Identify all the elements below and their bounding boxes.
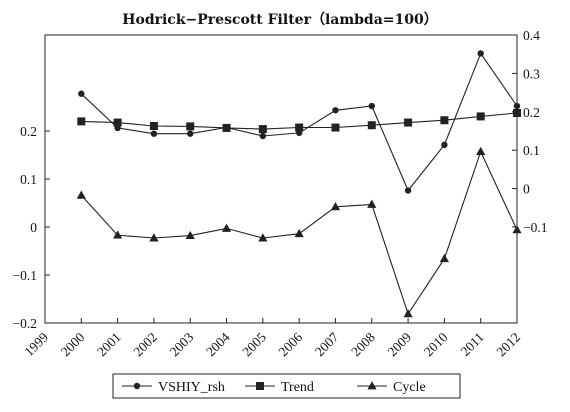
data-point-vshiy-rsh — [368, 102, 375, 110]
x-tick-label: 2008 — [348, 329, 378, 359]
left-tick-label: −0.1 — [13, 268, 38, 283]
legend-label-vshiy-rsh: VSHIY_rsh — [158, 380, 225, 395]
x-tick-label: 2000 — [58, 329, 88, 359]
data-point-trend — [113, 118, 122, 127]
x-tick-label: 2002 — [130, 330, 160, 360]
data-point-cycle — [113, 230, 123, 239]
right-tick-label: 0.4 — [523, 28, 540, 43]
data-point-trend — [222, 123, 231, 132]
left-axis: −0.2 −0.1 0 0.1 0.2 — [13, 124, 50, 331]
data-point-vshiy-rsh — [78, 90, 85, 97]
x-tick-label: 2005 — [239, 329, 269, 359]
x-tick-label: 2007 — [312, 329, 342, 359]
x-tick-label: 2011 — [457, 330, 486, 359]
data-point-trend — [404, 118, 413, 127]
x-tick-label: 1999 — [21, 329, 51, 359]
data-point-cycle — [221, 223, 232, 232]
x-tick-label: 2010 — [421, 329, 451, 359]
data-point-cycle — [512, 225, 522, 234]
legend-marker-vshiy-rsh — [133, 382, 141, 390]
data-point-vshiy-rsh — [513, 102, 521, 110]
data-point-vshiy-rsh — [477, 50, 484, 57]
legend-marker-cycle — [367, 381, 377, 390]
data-point-cycle — [403, 309, 413, 318]
right-tick-label: 0.1 — [523, 143, 540, 158]
data-point-vshiy-rsh — [150, 130, 158, 137]
data-point-trend — [440, 116, 449, 125]
data-point-trend — [367, 121, 376, 130]
data-point-cycle — [149, 233, 159, 242]
data-point-cycle — [367, 199, 377, 208]
x-axis: 1999 2000 2001 2002 2003 2004 2005 2006 2007 2008… — [21, 318, 523, 359]
data-point-cycle — [294, 228, 304, 238]
data-point-trend — [77, 117, 86, 126]
legend-frame — [112, 373, 461, 399]
data-point-cycle — [258, 233, 268, 242]
x-tick-label: 2001 — [94, 330, 124, 360]
legend: VSHIY_rsh Trend Cycle — [112, 373, 461, 399]
legend-label-trend: Trend — [281, 380, 314, 395]
data-point-trend — [331, 123, 340, 132]
chart-title: Hodrick−Prescott Filter（lambda=100） — [122, 12, 438, 28]
data-point-vshiy-rsh — [187, 130, 194, 137]
data-point-trend — [476, 112, 485, 121]
data-point-vshiy-rsh — [441, 141, 448, 149]
left-tick-label: 0 — [30, 220, 37, 235]
series-layer — [76, 50, 522, 318]
data-point-cycle — [476, 146, 486, 156]
x-tick-label: 2004 — [203, 329, 233, 359]
x-tick-label: 2003 — [167, 329, 197, 359]
left-tick-label: −0.2 — [13, 316, 38, 331]
plot-frame — [44, 34, 518, 324]
data-point-trend — [513, 108, 521, 117]
data-point-vshiy-rsh — [404, 187, 412, 194]
data-point-cycle — [76, 190, 86, 199]
data-point-cycle — [330, 202, 341, 211]
right-tick-label: 0.3 — [523, 66, 540, 81]
data-point-trend — [149, 122, 158, 131]
x-tick-label: 2009 — [384, 329, 414, 359]
legend-marker-trend — [256, 382, 264, 390]
data-point-cycle — [185, 230, 195, 240]
data-point-trend — [258, 125, 267, 134]
data-point-vshiy-rsh — [259, 132, 267, 140]
data-point-vshiy-rsh — [332, 107, 339, 114]
x-tick-label: 2006 — [276, 329, 306, 359]
right-tick-label: −0.1 — [523, 220, 548, 235]
data-point-cycle — [439, 253, 449, 263]
data-point-trend — [186, 122, 195, 131]
legend-label-cycle: Cycle — [393, 380, 426, 395]
left-tick-label: 0.1 — [20, 172, 37, 187]
right-tick-label: 0 — [523, 182, 530, 197]
series-line-vshiy-rsh — [80, 52, 518, 192]
left-tick-label: 0.2 — [20, 124, 37, 139]
x-tick-label: 2012 — [493, 330, 523, 360]
right-tick-label: 0.2 — [523, 105, 540, 120]
data-point-trend — [295, 123, 304, 132]
